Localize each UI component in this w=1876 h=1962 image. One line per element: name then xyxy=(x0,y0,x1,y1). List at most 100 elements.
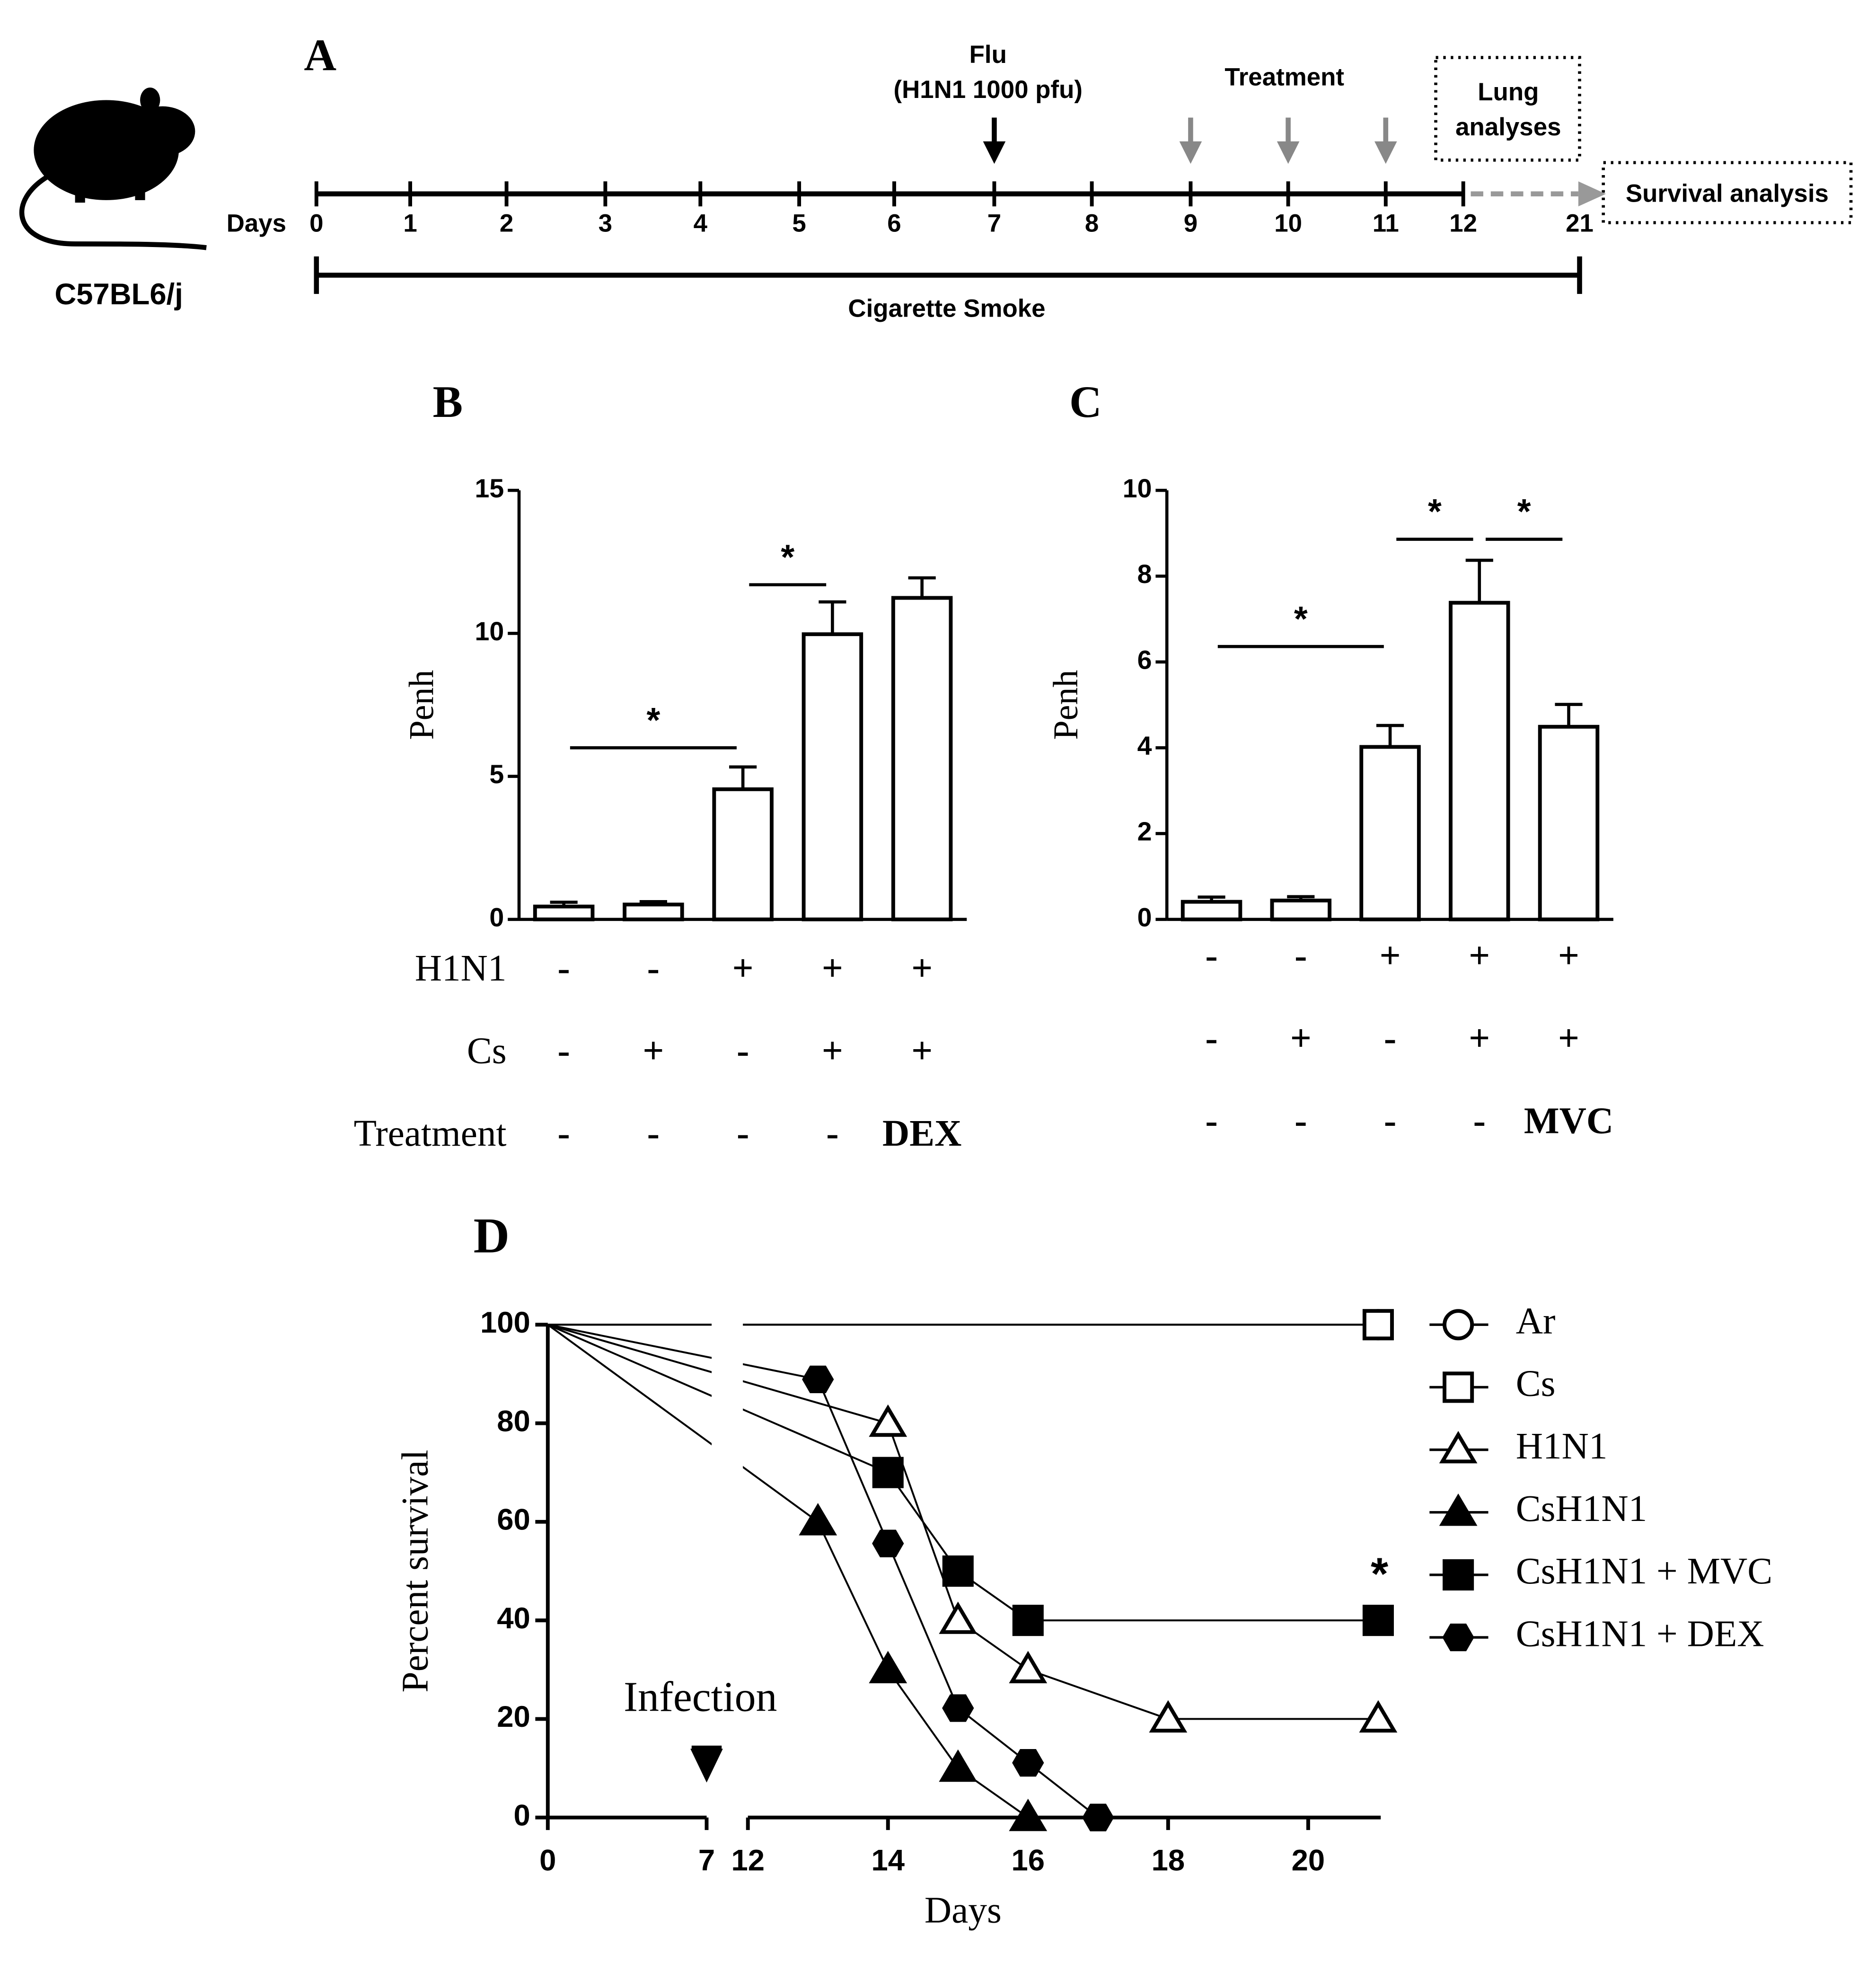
condition-value: - xyxy=(1384,1017,1396,1059)
condition-value: - xyxy=(557,1113,570,1154)
arrowhead xyxy=(1578,181,1606,207)
panel-b: B Penh 0 5 10 15 H1N1 - - + + + Cs - + - + + Treatment - - - -… xyxy=(354,377,967,1154)
y-tick-label: 6 xyxy=(1137,645,1152,674)
marker xyxy=(1009,1651,1048,1683)
x-axis-label: Days xyxy=(925,1889,1002,1931)
survival-line xyxy=(547,1324,1099,1819)
timeline: 0 1 2 3 4 5 6 7 8 9 10 11 12 21 xyxy=(309,117,1594,238)
marker xyxy=(869,1651,907,1683)
panel-d: D 0 20 40 60 80 100 0 7 12 14 16 18 20 Days Percent sur… xyxy=(395,1208,1772,1931)
condition-value: - xyxy=(1295,1100,1307,1142)
y-tick-label: 5 xyxy=(489,760,504,789)
marker xyxy=(869,1404,907,1437)
significance-star: * xyxy=(1294,599,1308,638)
marker xyxy=(1012,1605,1044,1636)
y-axis-label: Penh xyxy=(1047,670,1085,740)
condition-value: + xyxy=(732,947,754,989)
survival-box xyxy=(1602,161,1853,224)
significance-star: * xyxy=(646,700,660,740)
legend-label: CsH1N1 + DEX xyxy=(1516,1613,1764,1654)
bar xyxy=(1180,900,1242,921)
exposure-label: Cigarette Smoke xyxy=(848,295,1045,323)
condition-value: - xyxy=(557,947,570,989)
y-tick-label: 60 xyxy=(497,1503,530,1537)
y-tick-label: 0 xyxy=(1137,902,1152,932)
day-label: 2 xyxy=(500,210,513,238)
bar xyxy=(1538,725,1600,921)
day-label: 10 xyxy=(1274,210,1302,238)
infection-arrow xyxy=(983,141,1006,164)
lung-box xyxy=(1434,56,1581,162)
y-tick-label: 4 xyxy=(1137,731,1152,760)
survival-label: Survival analysis xyxy=(1626,179,1829,207)
marker xyxy=(799,1503,837,1536)
y-axis-label: Penh xyxy=(403,670,441,740)
marker xyxy=(942,1555,974,1587)
condition-value: - xyxy=(1205,1017,1217,1059)
condition-value: - xyxy=(1384,1100,1396,1142)
x-tick-label: 12 xyxy=(731,1844,765,1877)
condition-value: - xyxy=(647,947,660,989)
day-label: 1 xyxy=(403,210,417,238)
mouse-icon xyxy=(19,88,207,250)
marker xyxy=(1149,1700,1188,1733)
condition-value: + xyxy=(1379,935,1400,977)
legend-label: CsH1N1 xyxy=(1516,1488,1647,1529)
bar xyxy=(623,902,684,921)
annotation-label: Infection xyxy=(624,1673,777,1720)
y-tick-label: 15 xyxy=(475,474,504,503)
condition-value: + xyxy=(911,947,933,989)
legend-annotation: * xyxy=(1371,1549,1388,1599)
y-tick-label: 10 xyxy=(1123,474,1152,503)
day-label: 21 xyxy=(1566,210,1594,238)
condition-value: + xyxy=(1290,1017,1312,1059)
marker xyxy=(1443,1559,1474,1591)
lung-label: analyses xyxy=(1455,113,1561,141)
marker xyxy=(1439,1431,1478,1464)
y-tick-label: 10 xyxy=(475,617,504,646)
day-label: 7 xyxy=(987,210,1001,238)
day-label: 9 xyxy=(1184,210,1198,238)
legend-label: H1N1 xyxy=(1516,1425,1608,1467)
significance-star: * xyxy=(1428,492,1442,531)
condition-value: + xyxy=(822,947,843,989)
panel-label: A xyxy=(304,30,336,80)
y-axis-label: Percent survival xyxy=(395,1449,436,1692)
treatment-arrow xyxy=(1277,141,1300,164)
condition-value: - xyxy=(1473,1100,1486,1142)
marker xyxy=(1362,1605,1394,1636)
bar xyxy=(1449,601,1510,921)
treatment-label: Treatment xyxy=(1224,63,1344,91)
condition-value: MVC xyxy=(1524,1100,1613,1142)
x-tick-label: 14 xyxy=(871,1844,905,1877)
panel-label: B xyxy=(433,377,463,427)
condition-value: + xyxy=(1469,1017,1490,1059)
marker xyxy=(1009,1798,1048,1831)
bar xyxy=(712,787,774,921)
flu-sublabel: (H1N1 1000 pfu) xyxy=(893,76,1083,104)
condition-value: + xyxy=(1558,935,1579,977)
marker xyxy=(802,1365,834,1393)
axis-label: Days xyxy=(227,210,286,238)
marker xyxy=(1442,1623,1474,1652)
condition-label: H1N1 xyxy=(415,947,507,989)
bar xyxy=(801,632,863,921)
marker xyxy=(1443,1371,1474,1403)
day-label: 5 xyxy=(792,210,806,238)
condition-label: Cs xyxy=(467,1030,507,1071)
condition-value: - xyxy=(1205,935,1217,977)
condition-value: - xyxy=(647,1113,660,1154)
treatment-arrow xyxy=(1374,141,1397,164)
condition-value: + xyxy=(822,1030,843,1071)
condition-value: + xyxy=(643,1030,664,1071)
condition-value: - xyxy=(737,1030,749,1071)
condition-value: - xyxy=(1205,1100,1217,1142)
y-tick-label: 100 xyxy=(480,1306,530,1339)
condition-value: - xyxy=(737,1113,749,1154)
survival-line xyxy=(547,1324,1378,1720)
treatment-arrow xyxy=(1179,141,1202,164)
marker xyxy=(1439,1493,1478,1526)
y-tick-label: 0 xyxy=(489,902,504,932)
